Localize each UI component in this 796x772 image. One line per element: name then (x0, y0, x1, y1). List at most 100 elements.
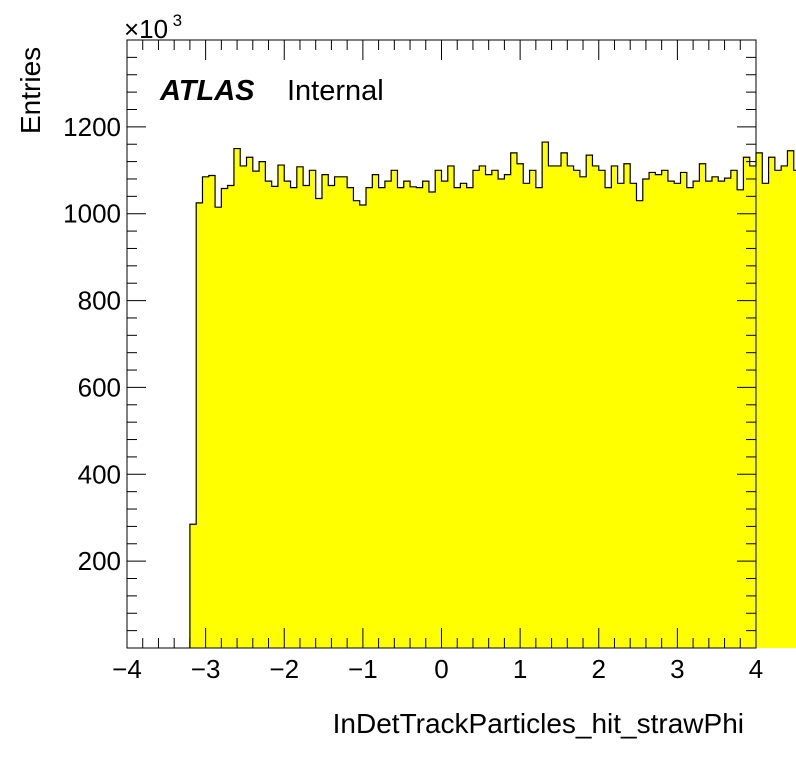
histogram-bin (246, 157, 254, 648)
x-tick-label: 1 (513, 654, 527, 684)
histogram-bin (743, 157, 751, 648)
x-tick-label: 0 (434, 654, 448, 684)
histogram-bin (378, 187, 386, 648)
histogram-bin (680, 172, 688, 648)
histogram-bin (793, 170, 796, 649)
histogram-bin (718, 181, 725, 648)
histogram-bin (667, 181, 675, 648)
y-tick-label: 200 (78, 546, 121, 576)
histogram-bin (252, 171, 260, 648)
histogram-bin (240, 165, 247, 648)
histogram-bin (737, 189, 744, 648)
histogram-bin (730, 170, 738, 649)
x-tick-label: −4 (112, 654, 142, 684)
y-multiplier-exponent: 3 (173, 11, 182, 30)
histogram-bin (542, 142, 549, 648)
histogram-bin (397, 187, 405, 648)
histogram-bin (447, 165, 455, 648)
histogram-bin (724, 178, 732, 648)
y-tick-label: 1200 (63, 112, 121, 142)
histogram-bin (561, 152, 568, 648)
x-tick-label: −1 (348, 654, 378, 684)
histogram-bin (315, 198, 323, 648)
histogram-bin (756, 152, 763, 648)
y-tick-label: 400 (78, 459, 121, 489)
histogram-bin (535, 187, 543, 648)
histogram-bin (762, 183, 769, 648)
histogram-bin (510, 152, 518, 648)
histogram-bin (579, 176, 587, 649)
histogram-bin (391, 170, 398, 649)
histogram-bin (749, 165, 757, 648)
x-tick-label: −3 (191, 654, 221, 684)
histogram-bin (271, 186, 279, 648)
histogram-bin (347, 187, 354, 648)
histogram-bin (781, 165, 788, 648)
histogram-bin (265, 181, 273, 648)
histogram-bin (466, 187, 474, 648)
histogram-bin (623, 163, 631, 648)
histogram-bin (208, 175, 216, 648)
histogram-bin (699, 163, 707, 648)
histogram-outline (189, 141, 796, 648)
histogram-bin (277, 165, 285, 648)
histogram-bin (321, 174, 329, 648)
histogram-bin (215, 207, 222, 648)
y-tick-label: 800 (78, 286, 121, 316)
histogram-bin (384, 181, 392, 648)
histogram-bin (353, 200, 361, 648)
y-multiplier-base: ×10 (124, 14, 168, 44)
histogram-bin (516, 163, 524, 648)
histogram-bin (296, 166, 304, 648)
histogram-bin (202, 176, 210, 649)
y-axis-title: Entries (15, 47, 46, 134)
histogram-bin (372, 174, 379, 648)
histogram-bin (605, 187, 612, 648)
histogram-bin (454, 187, 461, 648)
histogram-bin (705, 181, 713, 648)
histogram-bin (548, 165, 556, 648)
histogram-bin (655, 174, 663, 648)
x-tick-label: 4 (749, 654, 763, 684)
labels: −4 −3 −2 −1 0 1 2 3 4 200 400 600 800 1000 1200 (63, 112, 763, 684)
histogram-bin (711, 176, 719, 649)
x-tick-label: 3 (670, 654, 684, 684)
histogram-bin (435, 170, 442, 649)
histogram-bin (554, 165, 562, 648)
histogram-bin (460, 183, 468, 648)
histogram-bin (504, 174, 512, 648)
internal-label: Internal (287, 75, 384, 107)
histogram-bin (334, 176, 342, 649)
histogram-bin (661, 170, 669, 649)
histogram-bin (189, 524, 197, 648)
histogram-bin (284, 181, 291, 648)
histogram-bin (428, 192, 436, 648)
histogram-bin (472, 170, 480, 649)
histogram-bin (586, 155, 593, 648)
histogram-bin (573, 170, 581, 649)
histogram-bin (328, 185, 335, 649)
histogram-bin (592, 165, 600, 648)
histogram-bin (416, 187, 424, 648)
histogram-bin (410, 186, 417, 649)
axes (126, 39, 757, 649)
histogram-bin (523, 183, 530, 648)
histogram-bin (642, 178, 650, 648)
histogram-bin (259, 161, 266, 648)
histogram-bin (611, 165, 619, 648)
histogram-bin (598, 170, 606, 649)
histogram-bin (227, 185, 235, 649)
histogram-bin (636, 200, 644, 648)
y-tick-label: 1000 (63, 199, 121, 229)
histogram-bin (529, 170, 537, 649)
y-tick-label: 600 (78, 372, 121, 402)
x-tick-label: 2 (592, 654, 606, 684)
histogram-bin (441, 181, 449, 648)
histogram-bin (567, 165, 574, 648)
histogram-bin (290, 187, 298, 648)
histogram-bin (359, 205, 367, 648)
x-axis-title: InDetTrackParticles_hit_strawPhi (333, 708, 744, 739)
histogram-bin (196, 202, 203, 649)
histogram-bin (686, 187, 694, 648)
